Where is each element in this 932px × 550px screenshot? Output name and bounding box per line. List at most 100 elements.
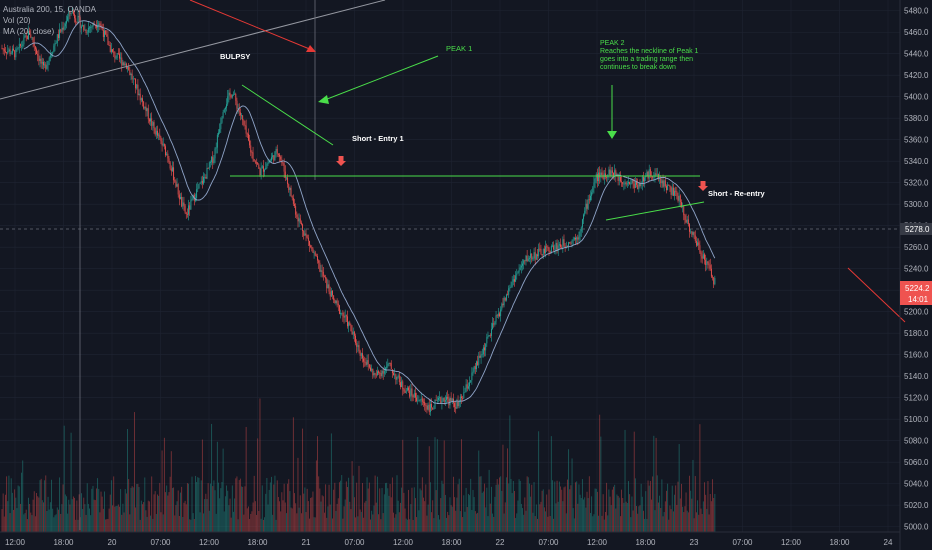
volume-bar <box>329 504 331 532</box>
candle-body <box>560 244 561 247</box>
volume-bar <box>504 502 506 532</box>
volume-bar <box>656 475 658 532</box>
candle-body <box>196 189 198 198</box>
volume-bar <box>325 484 327 532</box>
volume-bar <box>538 431 540 532</box>
ma-indicator-label[interactable]: MA (20, close) <box>3 27 55 36</box>
red-arrow-line[interactable] <box>189 0 313 51</box>
drawing-tools[interactable] <box>0 0 906 530</box>
volume-bar <box>113 476 115 532</box>
candle-body <box>101 26 103 31</box>
peak1-trendline[interactable] <box>241 84 334 146</box>
candle-body <box>556 242 558 252</box>
candle-body <box>208 162 210 169</box>
candle-body <box>137 84 139 96</box>
volume-bar <box>378 514 380 532</box>
candle-body <box>615 170 617 177</box>
volume-bar <box>500 476 502 532</box>
volume-bar <box>676 505 678 532</box>
time-axis[interactable]: 12:00 18:00 20 07:00 12:00 18:00 21 07:00 12:00 1… <box>0 531 900 547</box>
red-down-line[interactable] <box>847 267 906 323</box>
volume-bar <box>67 513 69 532</box>
candle-body <box>418 400 420 402</box>
volume-bar <box>401 487 403 532</box>
candle-body <box>552 245 553 247</box>
candle-body <box>321 270 323 272</box>
volume-bar <box>94 500 96 532</box>
candle-body <box>441 400 443 404</box>
candle-body <box>250 145 252 153</box>
candle-body <box>434 400 436 409</box>
volume-bar <box>524 497 526 532</box>
volume-bar <box>146 516 148 532</box>
volume-bar <box>695 512 697 532</box>
candle-body <box>82 25 84 27</box>
volume-bar <box>609 496 611 532</box>
volume-bar <box>49 502 51 532</box>
peak2-trendline[interactable] <box>605 201 705 221</box>
volume-bar <box>404 508 406 532</box>
volume-bar <box>168 492 170 532</box>
volume-bar <box>493 516 495 532</box>
candle-body <box>330 290 332 297</box>
volume-indicator-label[interactable]: Vol (20) <box>3 16 31 25</box>
volume-bar <box>124 489 126 532</box>
volume-bar <box>499 477 500 532</box>
volume-bar <box>602 494 604 532</box>
candle-body <box>336 300 338 304</box>
candle-body <box>46 65 48 69</box>
volume-bar <box>39 480 41 532</box>
volume-bar <box>231 485 233 532</box>
candle-body <box>548 247 550 252</box>
candle-body <box>409 390 411 397</box>
volume-bar <box>62 484 64 532</box>
volume-bar <box>539 504 541 532</box>
volume-bar <box>16 508 18 532</box>
peak1-arrow-line[interactable] <box>321 55 439 102</box>
volume-bar <box>443 440 445 532</box>
volume-bar <box>425 484 427 532</box>
candle-body <box>212 156 214 164</box>
candle-body <box>705 259 707 265</box>
volume-bar <box>623 502 625 532</box>
volume-bar <box>566 479 568 532</box>
volume-bar <box>110 480 112 532</box>
candle-body <box>541 253 543 256</box>
volume-bar <box>269 482 271 532</box>
candle-body <box>352 331 354 335</box>
volume-bar <box>618 497 620 532</box>
volume-bar <box>87 503 89 532</box>
moving-average-line <box>23 20 716 404</box>
candle-body <box>610 170 612 176</box>
candle-body <box>433 408 435 410</box>
candle-body <box>593 182 595 188</box>
volume-bar <box>170 451 172 532</box>
volume-bar <box>510 479 512 532</box>
candle-body <box>606 177 608 178</box>
volume-bar <box>542 489 544 532</box>
volume-bar <box>578 484 580 532</box>
candle-body <box>148 119 150 122</box>
volume-bar <box>223 511 225 532</box>
candle-body <box>393 373 394 376</box>
volume-bar <box>340 480 342 532</box>
volume-bar <box>182 516 184 532</box>
volume-bar <box>557 501 559 532</box>
symbol-label[interactable]: Australia 200, 15, OANDA <box>3 5 96 14</box>
volume-bar <box>501 490 503 532</box>
volume-bar <box>310 497 312 532</box>
candle-body <box>106 34 108 37</box>
candle-body <box>77 15 79 23</box>
volume-bar <box>274 475 276 532</box>
time-tick-label: 12:00 <box>781 538 802 547</box>
price-axis[interactable]: 5000.0 5020.0 5040.0 5060.0 5080.0 5100.0 5120… <box>899 0 929 550</box>
candle-body <box>29 30 31 35</box>
candle-body <box>109 45 111 53</box>
candle-body <box>188 205 190 215</box>
trend-line-white[interactable] <box>0 0 386 100</box>
volume-bar <box>176 501 178 532</box>
candle-body <box>313 252 315 254</box>
candle-body <box>341 312 343 314</box>
volume-bar <box>431 512 433 532</box>
